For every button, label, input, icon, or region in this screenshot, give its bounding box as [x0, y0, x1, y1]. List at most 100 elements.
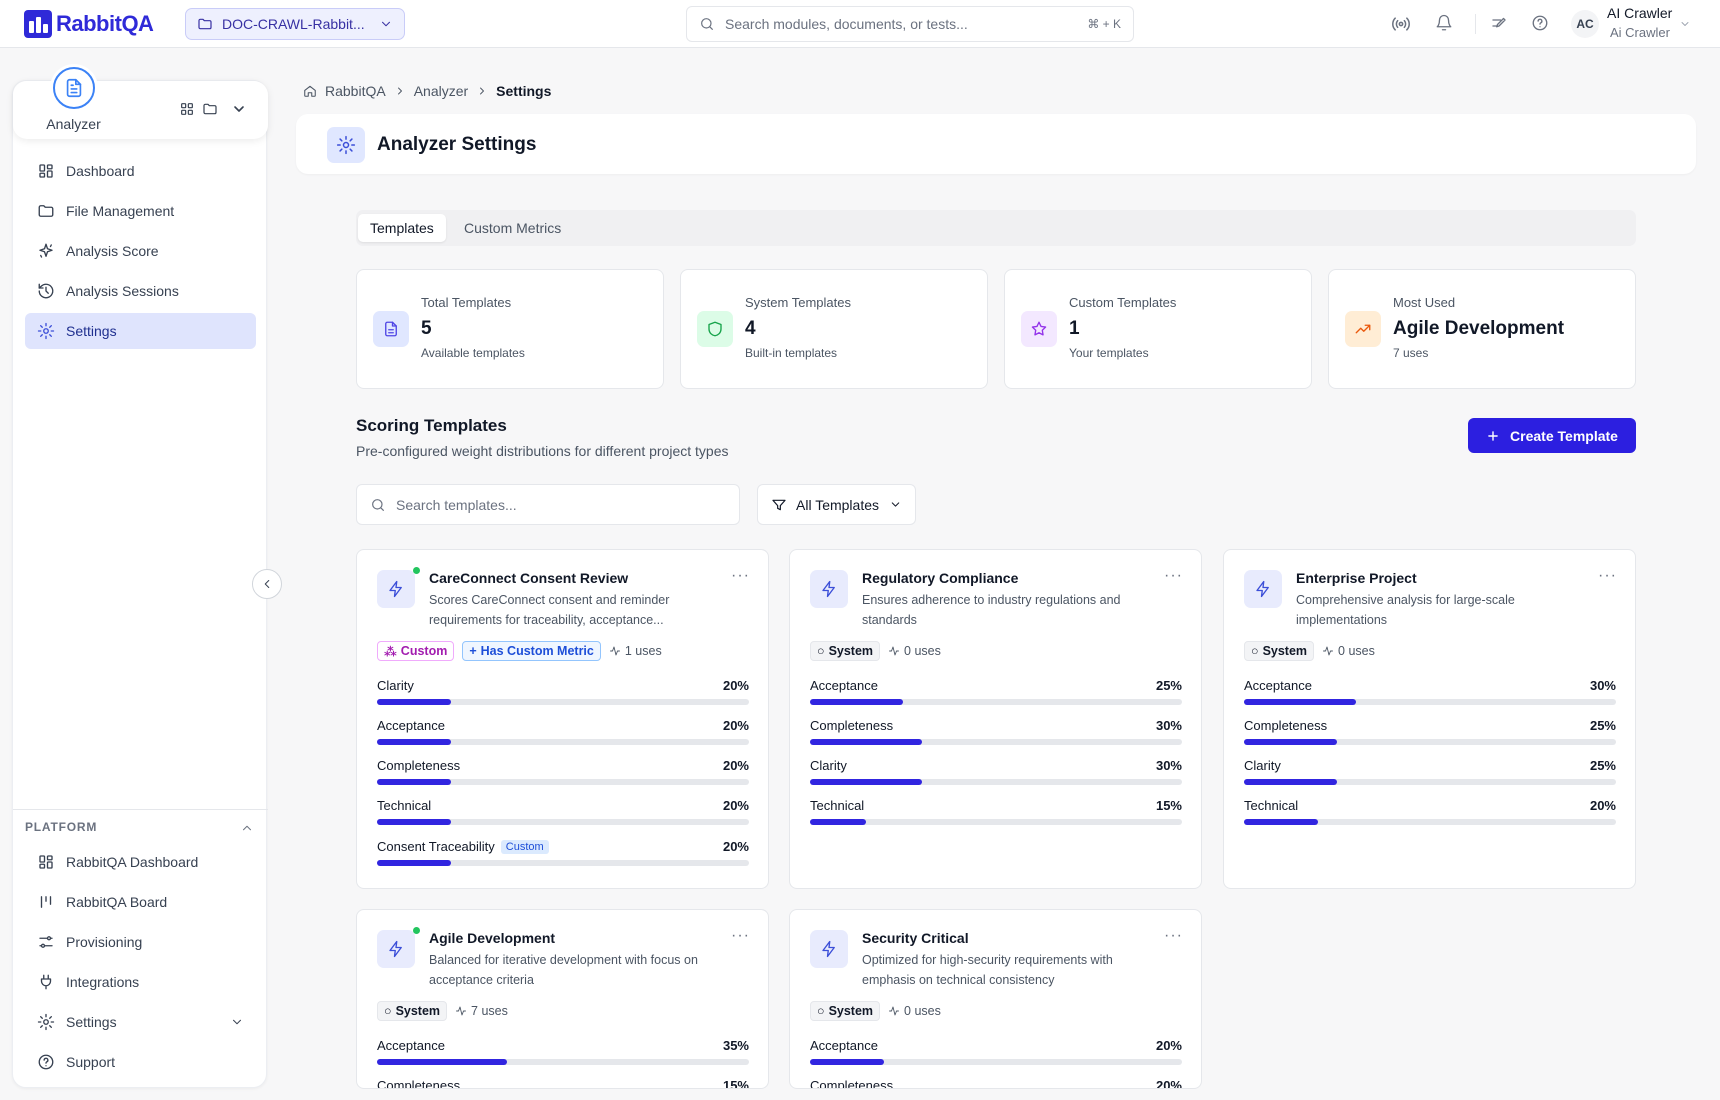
- folder-icon[interactable]: [202, 101, 218, 117]
- chevron-down-icon[interactable]: [231, 101, 247, 117]
- weight-name: Clarity: [377, 678, 414, 693]
- system-badge: ○ System: [810, 1001, 881, 1021]
- create-template-label: Create Template: [1510, 427, 1618, 444]
- grid-icon[interactable]: [179, 101, 195, 117]
- weight-name: Completeness: [377, 758, 461, 773]
- template-description: Scores CareConnect consent and reminder …: [429, 593, 670, 627]
- sidebar-item-analysis-score[interactable]: Analysis Score: [25, 233, 256, 269]
- template-card[interactable]: Regulatory Compliance Ensures adherence …: [789, 549, 1202, 889]
- template-card[interactable]: CareConnect Consent Review Scores CareCo…: [356, 549, 769, 889]
- sidebar-item-platform-settings[interactable]: Settings: [25, 1004, 256, 1040]
- chevron-down-icon: [381, 21, 391, 27]
- more-options-icon[interactable]: ···: [731, 927, 750, 944]
- help-icon[interactable]: [1531, 14, 1549, 32]
- template-search-placeholder: Search templates...: [396, 496, 517, 513]
- weight-bar-fill: [1244, 819, 1319, 825]
- weight-bar: [1244, 699, 1616, 705]
- tab-custom-metrics[interactable]: Custom Metrics: [464, 220, 562, 236]
- plug-icon: [40, 974, 52, 990]
- create-template-button[interactable]: Create Template: [1468, 418, 1636, 453]
- top-bar: RabbitQA DOC-CRAWL-Rabbit... Search modu…: [0, 0, 1720, 48]
- lightning-icon: [810, 570, 848, 608]
- sidebar-item-rabbitqa-board[interactable]: RabbitQA Board: [25, 884, 256, 920]
- template-card[interactable]: Enterprise Project Comprehensive analysi…: [1223, 549, 1636, 889]
- weight-percent: 15%: [722, 1078, 749, 1089]
- weight-percent: 25%: [1589, 718, 1616, 733]
- stat-card-system: System Templates 4 Built-in templates: [680, 269, 988, 389]
- weight-bar: [810, 819, 1182, 825]
- activity-icon: [1323, 646, 1333, 656]
- broadcast-icon[interactable]: [1391, 14, 1411, 34]
- more-options-icon[interactable]: ···: [1164, 567, 1183, 584]
- analyzer-document-icon[interactable]: [53, 67, 95, 109]
- weight-bar-fill: [1244, 779, 1337, 785]
- bell-icon[interactable]: [1435, 14, 1453, 32]
- template-filter-select[interactable]: All Templates: [757, 484, 916, 525]
- weight-bar: [810, 739, 1182, 745]
- chevron-right-icon: [397, 87, 402, 95]
- sidebar-item-label: Support: [66, 1054, 116, 1070]
- shield-icon: [697, 311, 733, 347]
- active-status-dot: [413, 567, 420, 574]
- weight-name: Technical: [810, 798, 865, 813]
- weight-bar-fill: [810, 819, 866, 825]
- filter-label: All Templates: [796, 496, 880, 513]
- document-icon: [373, 311, 409, 347]
- tab-templates[interactable]: Templates: [358, 214, 446, 242]
- chevron-left-icon: [264, 579, 270, 589]
- app-logo[interactable]: RabbitQA: [24, 10, 154, 38]
- sidebar-item-settings[interactable]: Settings: [25, 313, 256, 349]
- sidebar-item-rabbitqa-dashboard[interactable]: RabbitQA Dashboard: [25, 844, 256, 880]
- activity-icon: [889, 646, 899, 656]
- system-badge: ○ System: [810, 641, 881, 661]
- breadcrumb: RabbitQA Analyzer Settings: [303, 83, 551, 99]
- sidebar-item-analysis-sessions[interactable]: Analysis Sessions: [25, 273, 256, 309]
- badge-label: System: [828, 1004, 874, 1018]
- usage-label: 0 uses: [904, 1004, 941, 1018]
- sidebar-collapse-button[interactable]: [252, 569, 282, 599]
- weight-percent: 25%: [1589, 758, 1616, 773]
- more-options-icon[interactable]: ···: [731, 567, 750, 584]
- section-title: Scoring Templates: [356, 416, 507, 435]
- weight-percent: 30%: [1155, 718, 1182, 733]
- sliders-icon: [39, 936, 53, 948]
- sidebar-divider: [13, 809, 268, 810]
- sidebar-item-support[interactable]: Support: [25, 1044, 256, 1080]
- sidebar-item-file-management[interactable]: File Management: [25, 193, 256, 229]
- badge-label: System: [828, 644, 874, 658]
- template-card[interactable]: Security Critical Optimized for high-sec…: [789, 909, 1202, 1089]
- more-options-icon[interactable]: ···: [1598, 567, 1617, 584]
- stat-value: 4: [745, 318, 756, 339]
- usage-count: 0 uses: [888, 1004, 941, 1018]
- template-search-input[interactable]: Search templates...: [356, 484, 740, 525]
- usage-count: 7 uses: [455, 1004, 508, 1018]
- weight-percent: 20%: [1155, 1038, 1182, 1053]
- stat-label: Most Used: [1393, 295, 1456, 310]
- template-description: Comprehensive analysis for large-scale i…: [1296, 593, 1515, 627]
- breadcrumb-item[interactable]: Analyzer: [413, 83, 469, 99]
- theme-icon[interactable]: [1490, 14, 1508, 32]
- user-name[interactable]: AI Crawler: [1607, 5, 1673, 21]
- sidebar-item-provisioning[interactable]: Provisioning: [25, 924, 256, 960]
- more-options-icon[interactable]: ···: [1164, 927, 1183, 944]
- user-menu-chevron-icon[interactable]: [1679, 18, 1691, 30]
- project-selector[interactable]: DOC-CRAWL-Rabbit...: [185, 8, 405, 40]
- module-switcher: Analyzer: [13, 67, 268, 139]
- sidebar-item-integrations[interactable]: Integrations: [25, 964, 256, 1000]
- stat-subtitle: Built-in templates: [745, 346, 838, 360]
- template-card[interactable]: Agile Development Balanced for iterative…: [356, 909, 769, 1089]
- history-icon: [38, 283, 54, 299]
- breadcrumb-item[interactable]: RabbitQA: [325, 83, 386, 99]
- weight-bar-fill: [377, 1059, 508, 1065]
- weight-name: Consent Traceability: [377, 839, 495, 854]
- weight-name: Technical: [377, 798, 432, 813]
- user-avatar[interactable]: AC: [1571, 10, 1599, 38]
- sidebar-item-dashboard[interactable]: Dashboard: [25, 153, 256, 189]
- stat-label: Total Templates: [421, 295, 512, 310]
- gear-icon: [37, 1013, 55, 1031]
- chevron-up-icon[interactable]: [240, 821, 254, 835]
- chevron-down-icon: [232, 1019, 242, 1025]
- global-search[interactable]: Search modules, documents, or tests... ⌘…: [686, 6, 1134, 42]
- search-icon: [372, 498, 384, 511]
- activity-icon: [889, 1006, 899, 1016]
